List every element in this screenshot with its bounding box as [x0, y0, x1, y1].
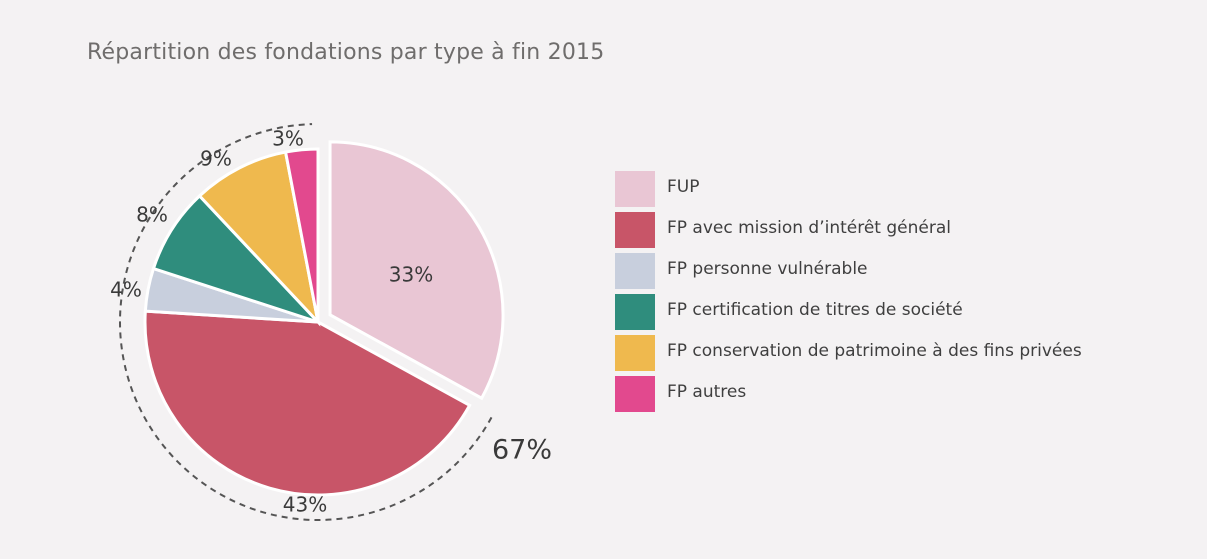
legend-label: FP conservation de patrimoine à des fins… — [667, 341, 1082, 361]
group-dashed-arc — [119, 123, 493, 521]
pie-slice — [143, 309, 472, 497]
legend-label: FUP — [667, 177, 700, 197]
chart-title: Répartition des fondations par type à fi… — [87, 40, 605, 65]
group-total-label: 67% — [492, 435, 552, 466]
legend-swatch — [615, 171, 655, 207]
legend-swatch — [615, 212, 655, 248]
slice-label: 33% — [389, 263, 433, 287]
slice-label: 3% — [272, 127, 304, 151]
slice-label: 4% — [110, 278, 142, 302]
slice-label: 8% — [136, 203, 168, 227]
legend-swatch — [615, 376, 655, 412]
pie-slice — [197, 150, 321, 327]
legend-label: FP avec mission d’intérêt général — [667, 218, 951, 238]
legend-label: FP personne vulnérable — [667, 259, 868, 279]
legend-label: FP autres — [667, 382, 747, 402]
pie-slice — [283, 147, 320, 323]
legend-swatch — [615, 253, 655, 289]
slice-label: 9% — [200, 147, 232, 171]
slice-label: 43% — [283, 493, 327, 517]
legend-swatch — [615, 294, 655, 330]
legend-label: FP certification de titres de société — [667, 300, 963, 320]
legend-swatch — [615, 335, 655, 371]
pie-slice — [328, 140, 505, 401]
